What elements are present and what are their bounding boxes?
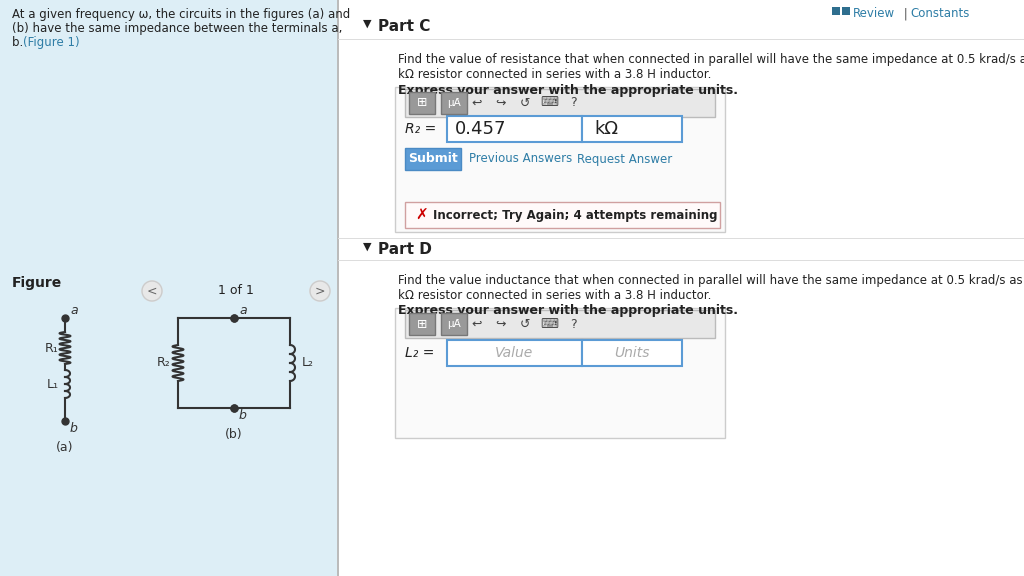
Text: L₂ =: L₂ = <box>406 346 434 360</box>
Text: R₂: R₂ <box>157 357 170 369</box>
Text: L₁: L₁ <box>47 377 59 391</box>
Bar <box>409 92 435 114</box>
Text: kΩ resistor connected in series with a 3.8 H inductor.: kΩ resistor connected in series with a 3… <box>398 68 712 81</box>
Text: ?: ? <box>569 317 577 331</box>
Text: R₂ =: R₂ = <box>406 122 436 136</box>
Text: L₂: L₂ <box>302 357 314 369</box>
Bar <box>582 116 682 142</box>
Text: Units: Units <box>614 346 650 360</box>
Bar <box>441 313 467 335</box>
Text: Part C: Part C <box>378 19 430 34</box>
Bar <box>447 340 582 366</box>
Text: (b): (b) <box>225 428 243 441</box>
Bar <box>441 92 467 114</box>
Text: ↪: ↪ <box>496 97 506 109</box>
Text: Review: Review <box>853 7 895 20</box>
Bar <box>395 308 725 438</box>
Text: ⊞: ⊞ <box>417 317 427 331</box>
Text: b.: b. <box>12 36 27 49</box>
Text: ↩: ↩ <box>472 97 482 109</box>
Text: ▼: ▼ <box>362 242 372 252</box>
Text: ↺: ↺ <box>520 97 530 109</box>
Bar <box>447 116 582 142</box>
Circle shape <box>310 281 330 301</box>
Text: (Figure 1): (Figure 1) <box>23 36 80 49</box>
Text: b: b <box>239 409 247 422</box>
Text: Value: Value <box>495 346 534 360</box>
Bar <box>409 313 435 335</box>
Text: (a): (a) <box>56 441 74 454</box>
Text: Submit: Submit <box>409 153 458 165</box>
Text: ⊞: ⊞ <box>417 97 427 109</box>
Text: Express your answer with the appropriate units.: Express your answer with the appropriate… <box>398 304 738 317</box>
Text: kΩ resistor connected in series with a 3.8 H inductor.: kΩ resistor connected in series with a 3… <box>398 289 712 302</box>
Text: 1 of 1: 1 of 1 <box>218 285 254 297</box>
Text: μȦ: μȦ <box>447 98 461 108</box>
Bar <box>831 7 840 15</box>
Text: b: b <box>70 422 78 435</box>
Text: Constants: Constants <box>910 7 970 20</box>
Text: a: a <box>239 304 247 317</box>
Bar <box>842 7 850 15</box>
Text: ↩: ↩ <box>472 317 482 331</box>
Bar <box>406 202 720 228</box>
Bar <box>582 340 682 366</box>
Text: Find the value inductance that when connected in parallel will have the same imp: Find the value inductance that when conn… <box>398 274 1024 287</box>
Text: Figure: Figure <box>12 276 62 290</box>
Text: μȦ: μȦ <box>447 319 461 329</box>
Bar <box>0 0 338 576</box>
Text: At a given frequency ω, the circuits in the figures (a) and: At a given frequency ω, the circuits in … <box>12 8 350 21</box>
Text: Express your answer with the appropriate units.: Express your answer with the appropriate… <box>398 84 738 97</box>
Bar <box>338 260 1024 261</box>
Text: R₁: R₁ <box>45 342 59 354</box>
Bar <box>406 310 715 338</box>
Bar <box>338 39 1024 40</box>
Text: ⌨: ⌨ <box>540 97 558 109</box>
Text: Request Answer: Request Answer <box>577 153 672 165</box>
Text: ✗: ✗ <box>415 207 428 222</box>
Text: <: < <box>146 285 158 297</box>
Text: Find the value of resistance that when connected in parallel will have the same : Find the value of resistance that when c… <box>398 53 1024 66</box>
Text: ?: ? <box>569 97 577 109</box>
Text: 0.457: 0.457 <box>455 120 507 138</box>
Text: Previous Answers: Previous Answers <box>469 153 572 165</box>
Text: ▼: ▼ <box>362 19 372 29</box>
Text: ↺: ↺ <box>520 317 530 331</box>
Bar <box>406 148 461 170</box>
Text: ⌨: ⌨ <box>540 317 558 331</box>
Bar <box>338 0 1024 576</box>
Text: (b) have the same impedance between the terminals a,: (b) have the same impedance between the … <box>12 22 342 35</box>
Bar <box>337 0 339 576</box>
Text: |: | <box>900 7 911 20</box>
Bar <box>406 89 715 117</box>
Text: kΩ: kΩ <box>594 120 618 138</box>
Text: >: > <box>314 285 326 297</box>
Bar <box>338 238 1024 239</box>
Text: ↪: ↪ <box>496 317 506 331</box>
Bar <box>395 87 725 232</box>
Circle shape <box>142 281 162 301</box>
Text: a: a <box>70 304 78 317</box>
Text: Incorrect; Try Again; 4 attempts remaining: Incorrect; Try Again; 4 attempts remaini… <box>433 209 718 222</box>
Text: Part D: Part D <box>378 242 432 257</box>
